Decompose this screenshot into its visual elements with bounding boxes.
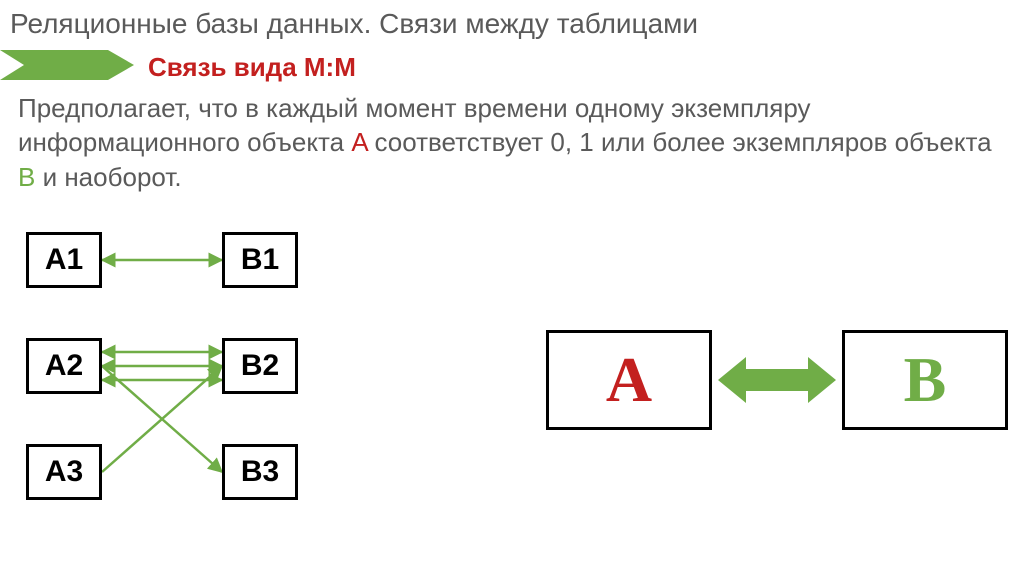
letter-a-accent: A — [351, 127, 367, 157]
chevron-right-icon — [0, 50, 134, 85]
big-node-a: A — [546, 330, 712, 430]
node-b3: B3 — [222, 444, 298, 500]
big-node-b: B — [842, 330, 1008, 430]
node-a3: A3 — [26, 444, 102, 500]
description-text-post: и наоборот. — [35, 162, 181, 192]
section-header-row: Связь вида М:М — [0, 50, 1024, 85]
page-title: Реляционные базы данных. Связи между таб… — [0, 0, 1024, 44]
description-paragraph: Предполагает, что в каждый момент времен… — [0, 89, 1024, 194]
node-a1: A1 — [26, 232, 102, 288]
diagram-area: A1 B1 A2 B2 A3 B3 A B — [0, 202, 1024, 562]
description-text-mid: соответствует 0, 1 или более экземпляров… — [367, 127, 991, 157]
node-a2: A2 — [26, 338, 102, 394]
node-b2: B2 — [222, 338, 298, 394]
edge-a3-b2 — [102, 366, 222, 472]
node-b1: B1 — [222, 232, 298, 288]
double-arrow-icon — [718, 357, 836, 403]
section-title: Связь вида М:М — [148, 52, 356, 83]
edge-a2-b3 — [102, 366, 222, 472]
letter-b-accent: B — [18, 162, 35, 192]
